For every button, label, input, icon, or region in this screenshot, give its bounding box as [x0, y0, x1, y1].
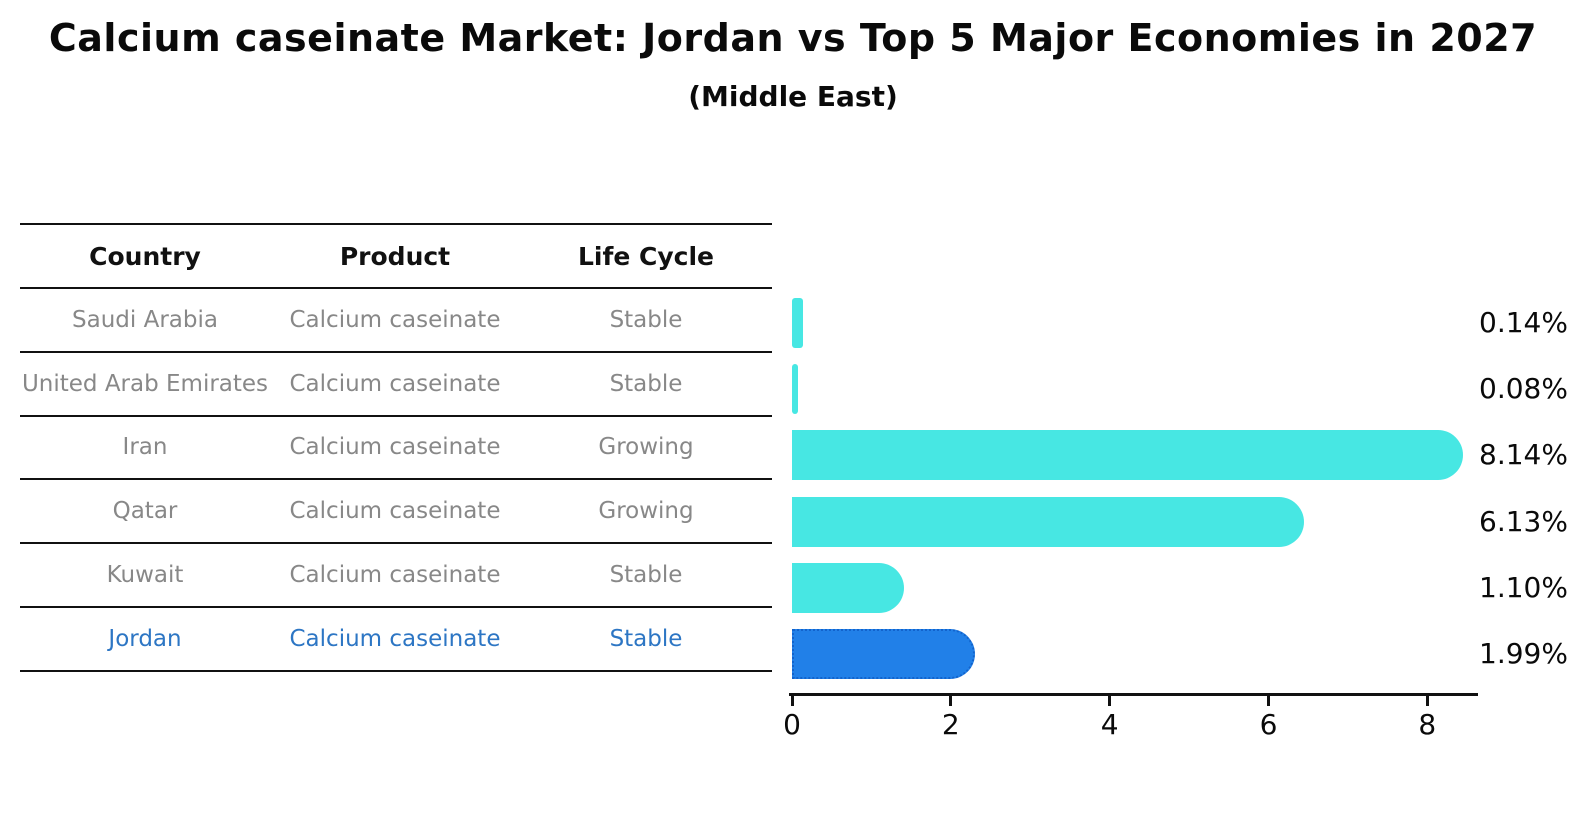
x-tick [1108, 696, 1112, 706]
x-tick-label: 6 [1259, 708, 1278, 741]
x-tick [790, 696, 794, 706]
value-label: 8.14% [1479, 438, 1568, 472]
table-row: Kuwait Calcium caseinate Stable [20, 544, 772, 608]
value-label: 0.08% [1479, 371, 1568, 405]
value-label: 1.99% [1479, 637, 1568, 671]
highlight-bar [792, 629, 976, 680]
table-cell-country: United Arab Emirates [21, 370, 269, 397]
x-tick-label: 8 [1418, 708, 1437, 741]
table-cell-product: Calcium caseinate [289, 625, 501, 652]
table-cell-product: Calcium caseinate [289, 306, 501, 333]
x-tick-label: 2 [941, 708, 960, 741]
x-tick [949, 696, 953, 706]
table-cell-life_cycle: Stable [609, 306, 683, 333]
x-tick-label: 0 [783, 708, 801, 741]
table-cell-product: Calcium caseinate [289, 498, 501, 525]
table-cell-product: Calcium caseinate [289, 434, 501, 461]
table-cell-country: Saudi Arabia [72, 306, 218, 333]
table-row: United Arab Emirates Calcium caseinate Sta… [20, 353, 772, 417]
table-cell-life_cycle: Stable [609, 625, 683, 652]
page-title: Calcium caseinate Market: Jordan vs Top … [48, 16, 1538, 60]
bar [792, 363, 799, 414]
table-row: Iran Calcium caseinate Growing [20, 417, 772, 481]
table-cell-life_cycle: Growing [598, 434, 694, 461]
value-label: 6.13% [1479, 504, 1568, 538]
x-axis-line [789, 693, 1478, 696]
value-label: 0.14% [1479, 305, 1568, 339]
table-cell-country: Qatar [112, 498, 178, 525]
bar [792, 297, 804, 348]
table-cell-country: Jordan [108, 625, 182, 652]
table-cell-country: Iran [122, 434, 168, 461]
bar [792, 562, 905, 613]
x-tick [1267, 696, 1270, 706]
page-subtitle: (Middle East) [688, 80, 898, 113]
table-cell-country: Kuwait [106, 562, 184, 589]
column-header: Country [89, 241, 201, 271]
column-header: Life Cycle [577, 241, 715, 271]
market-table: Country Product Life Cycle Saudi Arabia Calc… [20, 223, 772, 672]
x-tick-label: 4 [1100, 708, 1119, 741]
x-tick [1425, 696, 1429, 706]
table-row: Saudi Arabia Calcium caseinate Stable [20, 289, 772, 353]
table-row: Jordan Calcium caseinate Stable [20, 608, 772, 672]
bar [792, 430, 1464, 481]
value-label: 1.10% [1479, 570, 1568, 604]
table-row: Qatar Calcium caseinate Growing [20, 480, 772, 545]
table-cell-life_cycle: Stable [609, 562, 683, 589]
table-cell-life_cycle: Growing [598, 498, 694, 525]
column-header: Product [339, 241, 451, 271]
table-cell-product: Calcium caseinate [289, 370, 501, 397]
bar [792, 496, 1304, 547]
table-header-row: Country Product Life Cycle [20, 225, 772, 289]
table-cell-product: Calcium caseinate [289, 562, 501, 589]
table-cell-life_cycle: Stable [609, 370, 683, 397]
